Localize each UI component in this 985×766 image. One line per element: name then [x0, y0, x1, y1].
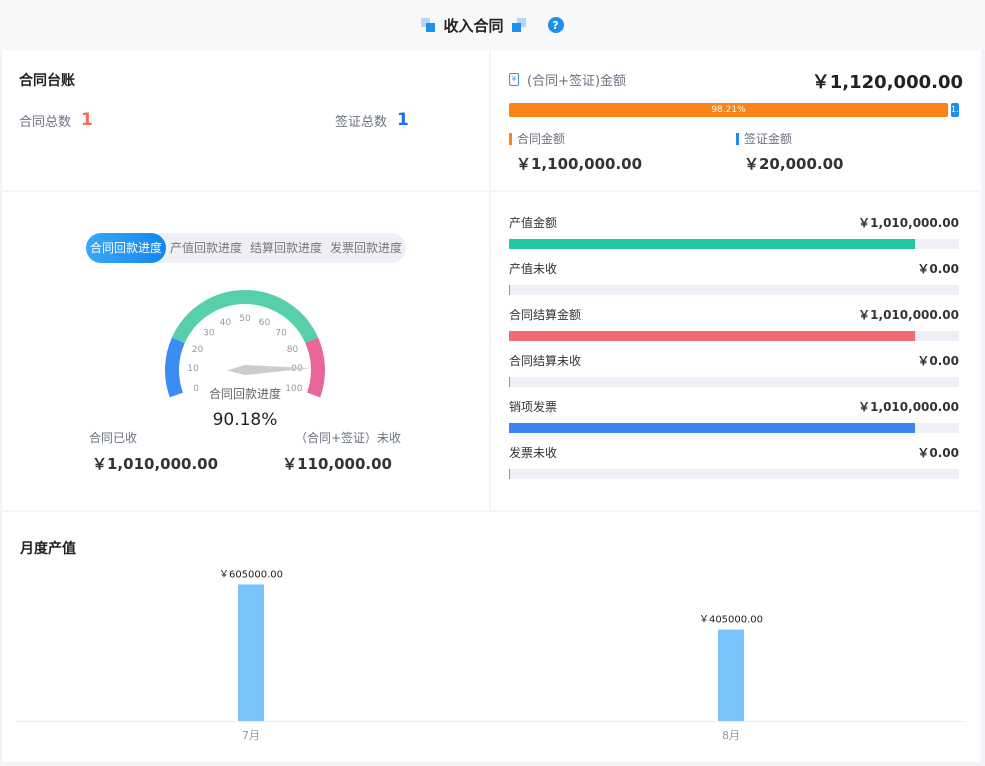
contract-legend-marker: [509, 132, 512, 145]
gauge-tick-label: 80: [287, 345, 299, 355]
summary-row: 产值未收 ￥0.00: [509, 260, 959, 295]
monthly-panel: 月度产值: [2, 512, 981, 762]
summary-label: 产值金额: [509, 216, 558, 230]
received-label: 合同已收: [89, 431, 138, 445]
gauge-tick-label: 70: [275, 329, 287, 339]
gauge-value: 90.18%: [212, 410, 278, 430]
tab-contract-payment[interactable]: 合同回款进度: [86, 233, 166, 263]
summary-value: ￥1,010,000.00: [858, 400, 959, 414]
visa-total-label: 签证总数: [335, 114, 388, 130]
progress-gauge: 0102030405060708090100: [165, 290, 325, 398]
amount-panel: ¥ (合同+签证)金额 ￥1,120,000.00 98.21% 1. 合同金额…: [491, 50, 981, 190]
summary-fill: [509, 377, 510, 387]
tab-output-payment[interactable]: 产值回款进度: [170, 241, 243, 255]
summary-track: [509, 377, 959, 387]
visa-share-bar: 1.: [951, 103, 959, 117]
decor-squares-icon: [421, 18, 436, 32]
summary-track: [509, 423, 959, 433]
amount-label: (合同+签证)金额: [527, 74, 627, 89]
summary-value: ￥0.00: [917, 262, 959, 276]
unreceived-value: ￥110,000.00: [282, 455, 392, 473]
amount-total: ￥1,120,000.00: [811, 72, 963, 93]
page-header: 收入合同 ?: [0, 0, 985, 50]
summary-track: [509, 331, 959, 341]
gauge-tick-label: 10: [187, 364, 199, 374]
visa-total: 1: [397, 110, 409, 130]
question-circle-icon[interactable]: ?: [547, 17, 564, 33]
gauge-tick-label: 60: [259, 318, 271, 328]
page-title: 收入合同: [443, 16, 504, 35]
summary-value: ￥1,010,000.00: [858, 308, 959, 322]
summary-row: 发票未收 ￥0.00: [509, 444, 959, 479]
contract-amount-value: ￥1,100,000.00: [516, 155, 643, 173]
x-tick-label: 7月: [242, 729, 260, 742]
contract-total: 1: [81, 110, 93, 130]
decor-squares-icon: [511, 18, 526, 32]
visa-amount-label: 签证金额: [744, 132, 793, 146]
ledger-title: 合同台账: [19, 73, 75, 89]
summary-bars-panel: 产值金额 ￥1,010,000.00 产值未收 ￥0.00 合同结算金额 ￥1,010,0…: [491, 192, 981, 510]
summary-value: ￥0.00: [917, 446, 959, 460]
gauge-tick-label: 50: [239, 314, 251, 324]
summary-row: 合同结算未收 ￥0.00: [509, 352, 959, 387]
contract-amount-label: 合同金额: [517, 132, 566, 146]
contract-total-label: 合同总数: [19, 114, 72, 130]
gauge-tick-label: 30: [203, 329, 215, 339]
bar[interactable]: [238, 584, 264, 721]
summary-label: 发票未收: [509, 446, 558, 460]
summary-label: 销项发票: [509, 400, 558, 414]
bar-data-label: ￥405000.00: [699, 615, 763, 626]
summary-value: ￥0.00: [917, 354, 959, 368]
summary-fill: [509, 285, 510, 295]
summary-row: 产值金额 ￥1,010,000.00: [509, 214, 959, 249]
summary-row: 销项发票 ￥1,010,000.00: [509, 398, 959, 433]
gauge-tick-label: 40: [220, 318, 232, 328]
gauge-tick-label: 0: [193, 384, 199, 394]
contract-share-bar: 98.21%: [509, 103, 948, 117]
bar-data-label: ￥605000.00: [219, 569, 283, 580]
monthly-title: 月度产值: [20, 541, 76, 557]
summary-value: ￥1,010,000.00: [858, 216, 959, 230]
progress-tabs: 合同回款进度 产值回款进度 结算回款进度 发票回款进度: [86, 233, 406, 263]
gauge-name: 合同回款进度: [208, 387, 281, 401]
summary-fill: [509, 239, 915, 249]
summary-track: [509, 469, 959, 479]
tab-invoice-payment[interactable]: 发票回款进度: [330, 241, 403, 255]
unreceived-label: （合同+签证）未收: [294, 431, 401, 445]
ledger-panel: 合同台账 合同总数 1 签证总数 1: [2, 50, 489, 190]
x-tick-label: 8月: [722, 729, 740, 742]
gauge-pointer: [227, 365, 311, 375]
gauge-band: [305, 337, 325, 398]
summary-fill: [509, 423, 915, 433]
tab-settlement-payment[interactable]: 结算回款进度: [250, 241, 323, 255]
summary-row: 合同结算金额 ￥1,010,000.00: [509, 306, 959, 341]
yuan-doc-icon: ¥: [509, 73, 519, 86]
summary-fill: [509, 469, 510, 479]
received-value: ￥1,010,000.00: [92, 455, 219, 473]
summary-label: 合同结算金额: [509, 308, 582, 322]
visa-legend-marker: [736, 132, 739, 145]
summary-fill: [509, 331, 915, 341]
summary-track: [509, 239, 959, 249]
visa-amount-value: ￥20,000.00: [744, 155, 844, 173]
gauge-band: [165, 337, 185, 398]
bar[interactable]: [718, 629, 744, 721]
visa-share-label: 1.: [951, 105, 959, 114]
monthly-chart: ￥605000.00 7月 ￥405000.00 8月: [16, 569, 966, 742]
gauge-band: [171, 290, 319, 344]
summary-label: 合同结算未收: [509, 354, 582, 368]
summary-label: 产值未收: [509, 262, 558, 276]
gauge-tick-label: 100: [285, 384, 302, 394]
contract-share-label: 98.21%: [711, 105, 746, 115]
gauge-tick-label: 20: [192, 345, 204, 355]
summary-track: [509, 285, 959, 295]
